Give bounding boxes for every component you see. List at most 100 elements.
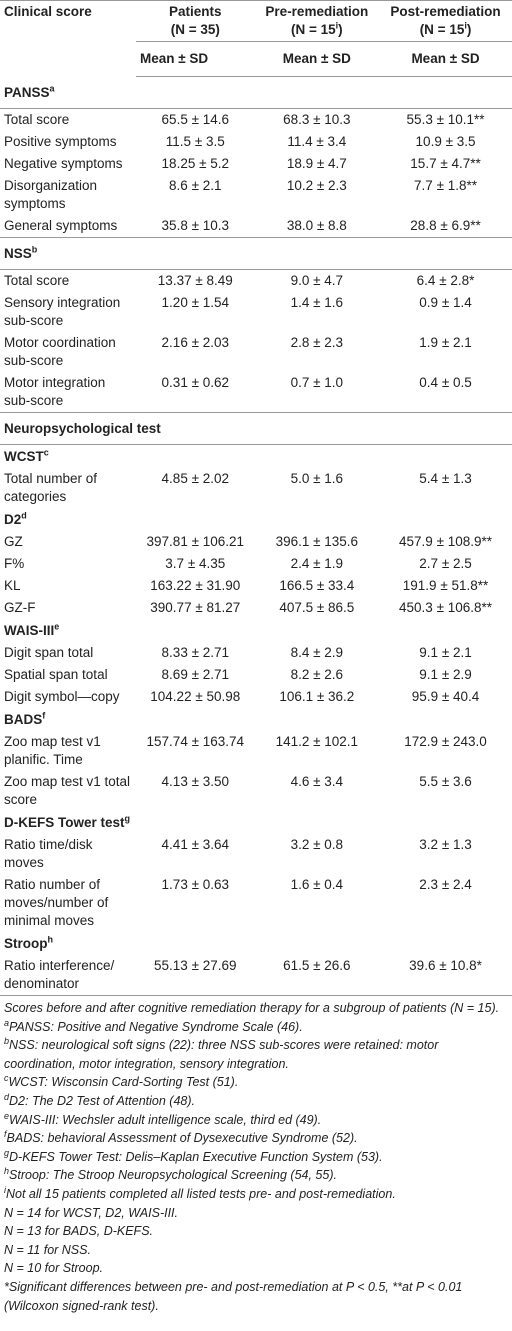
footnote: cWCST: Wisconsin Card-Sorting Test (51). [4, 1073, 508, 1092]
value-cell: 18.9 ± 4.7 [286, 156, 347, 171]
value-cell: 38.0 ± 8.8 [254, 215, 380, 238]
value-cell: 5.5 ± 3.6 [419, 774, 472, 789]
table-row: Zoo map test v1 total score 4.13 ± 3.50 4.… [0, 771, 512, 811]
table-row: Mean ± SD Mean ± SD Mean ± SD [0, 41, 512, 77]
footnote-text: D-KEFS Tower Test: Delis–Kaplan Executiv… [9, 1149, 383, 1164]
header-cell: Pre-remediation (N = 15i) [254, 0, 380, 42]
subsection-title-text: Stroop [4, 936, 48, 951]
table-row: Strooph [0, 932, 512, 955]
row-label: Zoo map test v1 planific. Time [4, 734, 101, 767]
row-label: Ratio interference/ denominator [0, 955, 136, 996]
table-row: D-KEFS Tower testg [0, 811, 512, 834]
value-cell: 0.7 ± 1.0 [254, 372, 380, 413]
subsection-title: WCSTc [0, 445, 512, 469]
row-label: F% [4, 556, 25, 571]
row-label: KL [4, 578, 21, 593]
superscript: d [4, 1091, 10, 1102]
footnote-text: D2: The D2 Test of Attention (48). [9, 1093, 195, 1108]
table-row: Negative symptoms 18.25 ± 5.2 18.9 ± 4.7 15… [0, 153, 512, 175]
row-label: Motor integration sub-score [0, 372, 136, 413]
footnote-text: N = 11 for NSS. [4, 1242, 91, 1257]
row-label: Digit span total [4, 645, 94, 660]
superscript: g [4, 1147, 10, 1158]
subsection-title-text: D2 [4, 512, 22, 527]
table-row: Zoo map test v1 planific. Time 157.74 ± 1… [0, 731, 512, 771]
value-cell: 65.5 ± 14.6 [161, 112, 230, 127]
value-cell: 9.1 ± 2.1 [419, 645, 472, 660]
value-cell: 2.7 ± 2.5 [419, 556, 472, 571]
superscript: c [43, 447, 49, 458]
footnote-text: PANSS: Positive and Negative Syndrome Sc… [9, 1019, 303, 1034]
subsection-title: Strooph [0, 932, 512, 955]
table-row: General symptoms 35.8 ± 10.3 38.0 ± 8.8 28.… [0, 215, 512, 238]
section-title: NSSb [0, 237, 512, 270]
value-cell: 4.85 ± 2.02 [161, 471, 230, 486]
value-cell: 457.9 ± 108.9** [399, 534, 493, 549]
table-row: Total score 65.5 ± 14.6 68.3 ± 10.3 55.3 ± … [0, 109, 512, 132]
section-title-text: NSS [4, 246, 32, 261]
row-label: Positive symptoms [4, 134, 117, 149]
row-label: Ratio time/disk moves [4, 837, 93, 870]
row-label: Disorganization symptoms [4, 178, 98, 211]
value-cell: 61.5 ± 26.6 [254, 955, 380, 996]
stat-cell: Mean ± SD [136, 41, 255, 77]
section-title: Neuropsychological test [0, 412, 512, 445]
n-text: (N = 15 [419, 22, 465, 37]
value-cell: 6.4 ± 2.8* [416, 273, 475, 288]
column-title: Post-remediation [390, 4, 501, 19]
value-cell: 8.2 ± 2.6 [290, 667, 344, 682]
table: Clinical score Patients (N = 35) Pre-remedi… [0, 0, 512, 996]
footnote: eWAIS-III: Wechsler adult intelligence s… [4, 1111, 508, 1130]
value-cell: 28.8 ± 6.9** [379, 215, 512, 238]
value-cell: 1.6 ± 0.4 [290, 877, 344, 892]
superscript: b [31, 244, 38, 255]
superscript: h [47, 934, 54, 945]
row-label: Total number of categories [4, 471, 98, 504]
row-label: Motor coordination sub-score [4, 335, 116, 368]
table-row: Ratio interference/ denominator 55.13 ± 2… [0, 955, 512, 996]
footnote-text: NSS: neurological soft signs (22): three… [4, 1038, 439, 1071]
value-cell: 9.0 ± 4.7 [290, 273, 344, 288]
footnote: Scores before and after cognitive remedi… [4, 999, 508, 1018]
value-cell: 3.2 ± 0.8 [290, 837, 344, 852]
value-cell: 191.9 ± 51.8** [402, 578, 489, 593]
row-label: Spatial span total [4, 667, 108, 682]
column-n: (N = 15i) [383, 21, 508, 39]
value-cell: 396.1 ± 135.6 [275, 534, 359, 549]
footnote: fBADS: behavioral Assessment of Dysexecu… [4, 1129, 508, 1148]
superscript: i [464, 20, 467, 31]
header-cell: Post-remediation (N = 15i) [379, 0, 512, 42]
value-cell: 10.9 ± 3.5 [415, 134, 476, 149]
row-label: GZ-F [4, 600, 36, 615]
value-cell: 9.1 ± 2.9 [419, 667, 472, 682]
value-cell: 39.6 ± 10.8* [379, 955, 512, 996]
n-close: ) [466, 22, 472, 37]
row-label: Total score [4, 112, 70, 127]
superscript: a [4, 1017, 10, 1028]
value-cell: 3.7 ± 4.35 [165, 556, 226, 571]
subsection-title: BADSf [0, 708, 512, 731]
header-cell: Clinical score [0, 0, 136, 77]
row-label: Sensory integration sub-score [4, 295, 121, 328]
value-cell: 2.4 ± 1.9 [290, 556, 344, 571]
row-label: Ratio number of moves/number of minimal … [4, 877, 109, 928]
value-cell: 13.37 ± 8.49 [157, 273, 233, 288]
value-cell: 2.3 ± 2.4 [419, 877, 472, 892]
subsection-title: D-KEFS Tower testg [0, 811, 512, 834]
table-row: Ratio time/disk moves 4.41 ± 3.64 3.2 ± 0.… [0, 834, 512, 874]
table-row: Digit symbol—copy 104.22 ± 50.98 106.1 ± 3… [0, 686, 512, 708]
value-cell: 163.22 ± 31.90 [150, 578, 241, 593]
value-cell: 55.3 ± 10.1** [406, 112, 485, 127]
column-n: (N = 15i) [259, 21, 376, 39]
value-cell: 166.5 ± 33.4 [279, 578, 355, 593]
table-row: GZ 397.81 ± 106.21 396.1 ± 135.6 457.9 ± 10… [0, 531, 512, 553]
table-row: Clinical score Patients (N = 35) Pre-remedi… [0, 0, 512, 77]
value-cell: 3.2 ± 1.3 [419, 837, 472, 852]
value-cell: 0.9 ± 1.4 [419, 295, 472, 310]
value-cell: 2.16 ± 2.03 [161, 335, 230, 350]
superscript: b [4, 1036, 10, 1047]
value-cell: 390.77 ± 81.27 [150, 600, 241, 615]
value-cell: 11.4 ± 3.4 [287, 134, 347, 149]
table-row: Sensory integration sub-score 1.20 ± 1.54… [0, 292, 512, 332]
subsection-title-text: WCST [4, 449, 44, 464]
